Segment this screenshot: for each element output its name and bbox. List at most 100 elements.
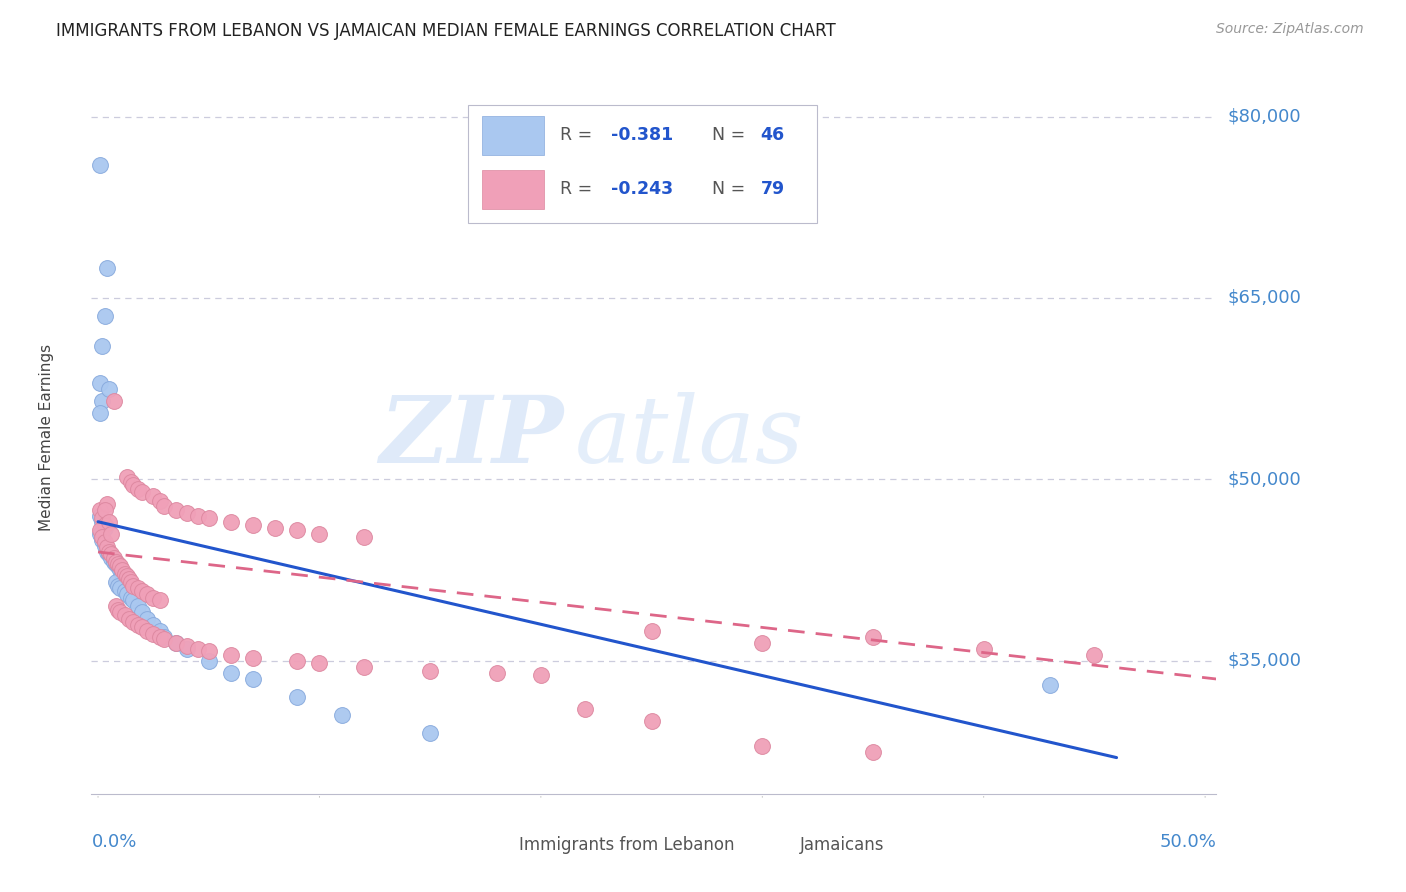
Point bbox=[127, 482, 149, 496]
Point bbox=[153, 499, 176, 513]
Point bbox=[98, 548, 121, 562]
Point bbox=[142, 591, 165, 605]
Point bbox=[107, 603, 129, 617]
Text: -0.243: -0.243 bbox=[612, 180, 673, 198]
Point bbox=[285, 523, 308, 537]
Point bbox=[114, 569, 136, 583]
Point bbox=[111, 566, 134, 581]
Point bbox=[751, 636, 773, 650]
Point bbox=[89, 526, 111, 541]
Text: 79: 79 bbox=[761, 180, 785, 198]
Point bbox=[135, 587, 157, 601]
Bar bbox=[485, 831, 515, 859]
Point bbox=[862, 630, 884, 644]
Point bbox=[640, 714, 662, 729]
Text: -0.381: -0.381 bbox=[612, 127, 673, 145]
Point bbox=[118, 572, 141, 586]
Point bbox=[330, 708, 353, 723]
Point bbox=[89, 502, 111, 516]
Point bbox=[308, 526, 330, 541]
Bar bbox=[482, 169, 544, 209]
Text: 46: 46 bbox=[761, 127, 785, 145]
Text: 50.0%: 50.0% bbox=[1160, 833, 1216, 851]
Bar bbox=[766, 831, 796, 859]
Point bbox=[197, 511, 219, 525]
Point bbox=[127, 599, 149, 614]
Text: atlas: atlas bbox=[575, 392, 804, 482]
Point bbox=[96, 545, 118, 559]
Point bbox=[127, 617, 149, 632]
Point bbox=[187, 508, 209, 523]
Text: $50,000: $50,000 bbox=[1227, 470, 1301, 489]
Text: 0.0%: 0.0% bbox=[91, 833, 136, 851]
Point bbox=[108, 581, 131, 595]
Point bbox=[149, 630, 172, 644]
Text: N =: N = bbox=[713, 180, 751, 198]
Point bbox=[122, 478, 145, 492]
Point bbox=[135, 624, 157, 638]
Point bbox=[419, 664, 441, 678]
Point bbox=[751, 739, 773, 753]
Point bbox=[176, 506, 198, 520]
Point bbox=[131, 620, 153, 634]
Text: Median Female Earnings: Median Female Earnings bbox=[39, 343, 53, 531]
Point bbox=[122, 593, 145, 607]
Point bbox=[96, 540, 118, 554]
Point bbox=[107, 559, 129, 574]
Point bbox=[104, 555, 127, 569]
Point bbox=[89, 523, 111, 537]
Point bbox=[264, 521, 287, 535]
Text: $35,000: $35,000 bbox=[1227, 652, 1302, 670]
Text: R =: R = bbox=[561, 127, 598, 145]
Point bbox=[120, 575, 142, 590]
Point bbox=[104, 599, 127, 614]
Point bbox=[142, 617, 165, 632]
Point bbox=[91, 515, 114, 529]
Point bbox=[242, 518, 264, 533]
Point bbox=[242, 672, 264, 686]
Point bbox=[242, 651, 264, 665]
Point bbox=[114, 566, 136, 581]
Point bbox=[93, 539, 115, 553]
Text: R =: R = bbox=[561, 180, 598, 198]
Point bbox=[89, 158, 111, 172]
Point bbox=[111, 563, 134, 577]
Point bbox=[153, 630, 176, 644]
Point bbox=[640, 624, 662, 638]
Point bbox=[93, 535, 115, 549]
Point bbox=[165, 636, 187, 650]
Point bbox=[96, 497, 118, 511]
Point bbox=[93, 502, 115, 516]
Point bbox=[131, 606, 153, 620]
Point bbox=[118, 611, 141, 625]
Point bbox=[122, 579, 145, 593]
Point bbox=[353, 660, 375, 674]
Text: $80,000: $80,000 bbox=[1227, 108, 1301, 126]
Point bbox=[98, 515, 121, 529]
Point bbox=[103, 555, 125, 569]
Point bbox=[153, 632, 176, 646]
Point bbox=[100, 548, 122, 562]
Point bbox=[142, 627, 165, 641]
Point bbox=[131, 583, 153, 598]
Point bbox=[91, 531, 114, 545]
Point bbox=[120, 475, 142, 489]
Point bbox=[93, 518, 115, 533]
Point bbox=[115, 569, 138, 583]
Point bbox=[285, 654, 308, 668]
Point bbox=[165, 502, 187, 516]
Point bbox=[574, 702, 596, 716]
Point bbox=[104, 557, 127, 571]
Point bbox=[308, 657, 330, 671]
Point bbox=[89, 508, 111, 523]
Point bbox=[187, 641, 209, 656]
Point bbox=[149, 494, 172, 508]
Text: Immigrants from Lebanon: Immigrants from Lebanon bbox=[519, 837, 734, 855]
Point bbox=[108, 563, 131, 577]
Point bbox=[131, 484, 153, 499]
Bar bbox=[482, 116, 544, 155]
Point bbox=[89, 376, 111, 390]
Point bbox=[165, 636, 187, 650]
Point bbox=[973, 641, 995, 656]
Point bbox=[122, 615, 145, 629]
